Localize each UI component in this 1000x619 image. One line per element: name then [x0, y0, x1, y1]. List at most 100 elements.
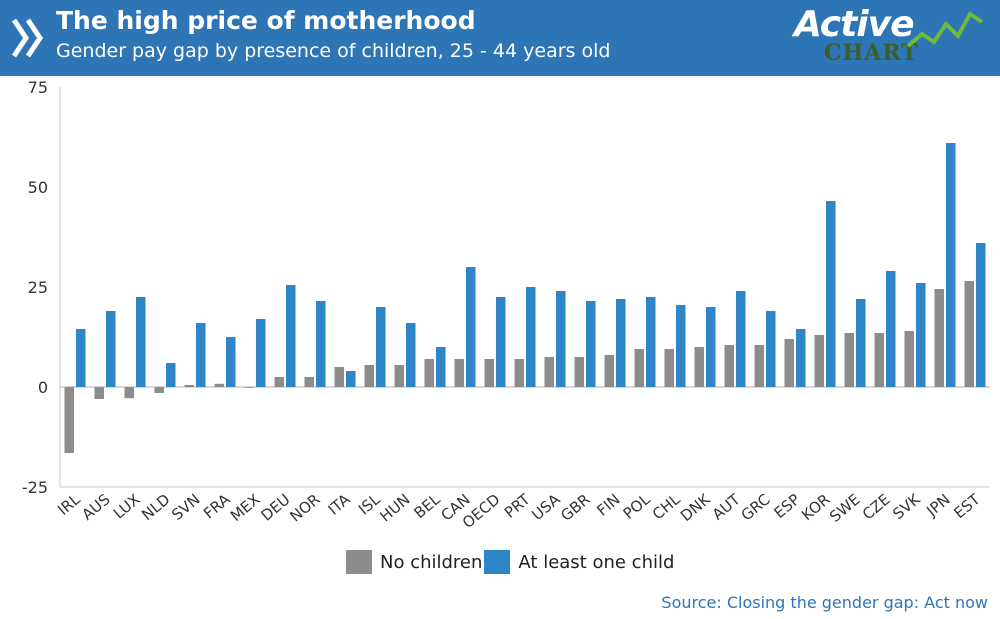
bar-no-children-nor — [304, 377, 314, 387]
bar-no-children-fra — [214, 383, 224, 387]
bar-at-least-one-child-chl — [676, 305, 686, 387]
legend-label-no-children: No children — [380, 551, 483, 573]
source-note: Source: Closing the gender gap: Act now — [661, 593, 988, 612]
bar-no-children-aut — [724, 345, 734, 387]
x-tick-label: NLD — [138, 490, 173, 524]
x-tick-label: MEX — [227, 490, 264, 525]
bar-no-children-jpn — [934, 289, 944, 387]
legend-item-at-least-one-child: At least one child — [484, 550, 676, 574]
x-tick-label: AUS — [78, 490, 113, 524]
bar-at-least-one-child-swe — [856, 299, 866, 387]
bar-at-least-one-child-esp — [796, 329, 806, 387]
x-tick-label: LUX — [110, 490, 144, 522]
bar-at-least-one-child-nor — [316, 301, 326, 387]
logo-chart-text: CHART — [824, 40, 919, 66]
x-tick-label: DEU — [257, 490, 293, 524]
bar-at-least-one-child-jpn — [946, 143, 956, 387]
bar-no-children-usa — [544, 357, 554, 387]
y-tick-label: 50 — [28, 178, 48, 197]
bar-no-children-chl — [664, 349, 674, 387]
bar-at-least-one-child-usa — [556, 291, 566, 387]
bar-no-children-pol — [634, 349, 644, 387]
bar-no-children-nld — [154, 387, 164, 393]
bar-at-least-one-child-nld — [166, 363, 176, 387]
bar-at-least-one-child-mex — [256, 319, 266, 387]
bar-no-children-isl — [364, 365, 374, 387]
bar-no-children-prt — [514, 359, 524, 387]
bar-at-least-one-child-can — [466, 267, 476, 387]
bar-no-children-ita — [334, 367, 344, 387]
bar-at-least-one-child-dnk — [706, 307, 716, 387]
y-tick-label: 25 — [28, 278, 48, 297]
bar-at-least-one-child-svn — [196, 323, 206, 387]
bar-at-least-one-child-ita — [346, 371, 356, 387]
bar-at-least-one-child-hun — [406, 323, 416, 387]
chart-header: The high price of motherhood Gender pay … — [0, 0, 1000, 76]
x-tick-label: HUN — [376, 490, 413, 525]
bar-at-least-one-child-grc — [766, 311, 776, 387]
chevron-right-icon — [11, 18, 44, 58]
bar-no-children-oecd — [484, 359, 494, 387]
bar-at-least-one-child-gbr — [586, 301, 596, 387]
bar-no-children-deu — [274, 377, 284, 387]
x-tick-label: GBR — [557, 490, 593, 525]
sparkline-icon — [906, 11, 984, 48]
x-tick-label: SVN — [168, 490, 203, 524]
bar-no-children-lux — [124, 387, 134, 399]
bar-at-least-one-child-est — [976, 243, 986, 387]
x-tick-label: FIN — [593, 490, 623, 519]
bar-no-children-gbr — [574, 357, 584, 387]
activechart-logo: Active CHART — [786, 4, 986, 70]
x-tick-label: PRT — [501, 490, 534, 522]
x-tick-label: ITA — [325, 490, 355, 519]
y-tick-label: 0 — [38, 378, 48, 397]
bar-at-least-one-child-svk — [916, 283, 926, 387]
x-tick-label: JPN — [922, 490, 953, 520]
legend-label-at-least-one-child: At least one child — [518, 551, 675, 573]
bar-no-children-hun — [394, 365, 404, 387]
bar-at-least-one-child-pol — [646, 297, 656, 387]
bar-at-least-one-child-cze — [886, 271, 896, 387]
x-tick-label: SWE — [826, 490, 863, 526]
bar-at-least-one-child-irl — [76, 329, 86, 387]
x-tick-label: AUT — [709, 490, 745, 524]
x-tick-label: ESP — [771, 490, 804, 522]
x-tick-label: DNK — [677, 490, 714, 525]
y-tick-label: 75 — [28, 78, 48, 97]
bar-at-least-one-child-oecd — [496, 297, 506, 387]
x-tick-label: BEL — [410, 490, 444, 522]
bar-no-children-grc — [754, 345, 764, 387]
bar-no-children-esp — [784, 339, 794, 387]
chart-title: The high price of motherhood — [56, 6, 476, 35]
bar-no-children-swe — [844, 333, 854, 387]
bar-no-children-mex — [244, 387, 254, 388]
x-tick-label: NOR — [286, 490, 323, 525]
x-tick-label: CZE — [859, 490, 894, 523]
x-tick-label: FRA — [200, 490, 234, 523]
bar-at-least-one-child-lux — [136, 297, 146, 387]
bar-no-children-est — [964, 281, 974, 387]
bar-no-children-can — [454, 359, 464, 387]
bar-at-least-one-child-aus — [106, 311, 116, 387]
bar-no-children-dnk — [694, 347, 704, 387]
bar-at-least-one-child-deu — [286, 285, 296, 387]
bar-no-children-aus — [94, 387, 104, 399]
chart-subtitle: Gender pay gap by presence of children, … — [56, 40, 611, 62]
x-tick-label: USA — [528, 490, 564, 524]
x-tick-label: IRL — [54, 490, 84, 519]
bar-no-children-svk — [904, 331, 914, 387]
y-tick-label: -25 — [22, 478, 48, 497]
logo-active-text: Active — [794, 4, 915, 45]
legend-item-no-children: No children — [346, 550, 484, 574]
legend-swatch-at-least-one-child — [484, 550, 511, 574]
bar-no-children-kor — [814, 335, 824, 387]
x-tick-label: CHL — [649, 490, 684, 524]
x-tick-label: KOR — [798, 490, 834, 524]
x-tick-label: SVK — [889, 490, 924, 524]
bar-at-least-one-child-isl — [376, 307, 386, 387]
bar-at-least-one-child-fra — [226, 337, 236, 387]
bar-at-least-one-child-fin — [616, 299, 626, 387]
bar-no-children-fin — [604, 355, 614, 387]
bar-no-children-bel — [424, 359, 434, 387]
